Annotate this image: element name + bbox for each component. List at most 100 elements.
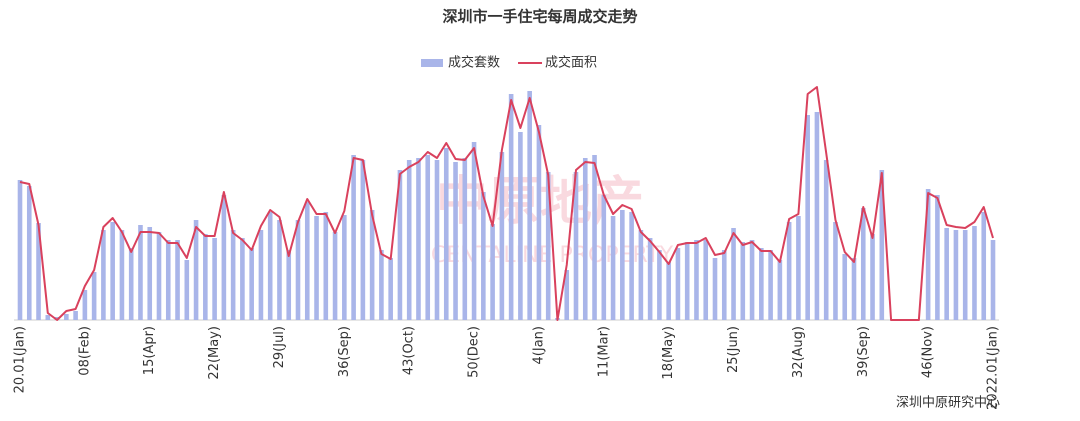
bar	[156, 232, 162, 320]
bar	[629, 212, 634, 320]
bar	[759, 248, 764, 320]
legend-label: 成交套数	[448, 55, 500, 71]
bar	[147, 227, 153, 320]
x-tick-label: 22(May)	[207, 326, 222, 380]
bar	[684, 242, 690, 320]
bar	[314, 216, 319, 320]
bar	[490, 224, 495, 320]
bar	[36, 223, 41, 320]
bar	[786, 222, 792, 320]
line	[19, 86, 994, 321]
x-tick-label: 39(Sep)	[856, 326, 871, 377]
bar	[462, 158, 468, 320]
x-tick-label: 25(Jun)	[726, 326, 741, 373]
bar	[434, 160, 440, 320]
x-tick-label: 43(Oct)	[402, 326, 417, 375]
bar	[453, 162, 458, 320]
bar	[369, 210, 375, 320]
bar	[694, 240, 699, 320]
bar	[647, 238, 653, 320]
bar	[471, 142, 477, 320]
bar	[499, 152, 505, 320]
bar	[564, 270, 570, 320]
bar	[814, 112, 820, 320]
bar	[823, 160, 829, 320]
bar	[860, 208, 866, 320]
x-tick-label: 29(Jul)	[272, 326, 287, 368]
bar	[165, 240, 171, 320]
bar	[805, 115, 810, 320]
bar	[527, 91, 532, 320]
bar	[610, 216, 616, 320]
chart-title: 深圳市一手住宅每周成交走势	[442, 8, 637, 26]
bar	[64, 314, 69, 320]
bar	[518, 132, 523, 320]
bar	[45, 315, 51, 320]
bar	[54, 317, 60, 320]
bar	[286, 250, 292, 320]
bar	[221, 195, 227, 320]
bar	[267, 212, 273, 320]
legend-label: 成交面积	[545, 55, 597, 71]
bar	[592, 155, 597, 320]
source-note: 深圳中原研究中心	[896, 396, 1000, 411]
bar	[870, 234, 875, 320]
bar	[73, 311, 78, 320]
bar	[110, 222, 115, 320]
bar	[240, 238, 245, 320]
bar	[342, 215, 347, 320]
bar	[582, 158, 588, 320]
bar	[406, 160, 412, 320]
bar	[666, 262, 671, 320]
bar	[397, 170, 403, 320]
x-tick-label: 50(Dec)	[467, 326, 482, 378]
bar	[332, 232, 338, 320]
bar	[657, 250, 662, 320]
bar	[675, 248, 681, 320]
bar	[768, 250, 773, 320]
bar	[82, 290, 88, 320]
bar	[249, 248, 254, 320]
bar	[425, 155, 431, 320]
bar	[536, 125, 542, 320]
bar	[304, 202, 310, 320]
x-tick-label: 20.01(Jan)	[13, 326, 28, 393]
bar	[721, 250, 727, 320]
bar	[842, 254, 848, 320]
bar	[851, 258, 857, 320]
bar	[777, 260, 783, 320]
x-tick-label: 15(Apr)	[142, 326, 157, 375]
x-tick-label: 18(May)	[661, 326, 676, 380]
bar	[481, 192, 486, 320]
bar	[138, 225, 143, 320]
bar	[972, 226, 977, 320]
bar	[749, 240, 755, 320]
bar	[416, 158, 421, 320]
bar	[638, 230, 644, 320]
bar	[193, 220, 199, 320]
bar	[620, 210, 625, 320]
x-tick-label: 4(Jan)	[531, 326, 546, 364]
bar	[230, 230, 236, 320]
bar	[953, 230, 959, 320]
bar	[351, 155, 356, 320]
bar	[703, 240, 709, 320]
x-tick-label: 32(Aug)	[791, 326, 806, 378]
bar	[573, 172, 579, 320]
bar	[508, 94, 514, 320]
legend-swatch	[421, 59, 443, 67]
bar	[925, 189, 931, 320]
x-tick-label: 11(Mar)	[596, 326, 611, 377]
bar	[360, 160, 366, 320]
bar	[175, 240, 180, 320]
bar	[740, 242, 746, 320]
bar	[119, 230, 125, 320]
bar	[17, 180, 23, 320]
bar	[601, 195, 607, 320]
bar	[323, 212, 329, 320]
x-tick-label: 2022.01(Jan)	[986, 326, 1001, 410]
bar	[26, 186, 32, 320]
bar	[443, 148, 449, 320]
bar	[91, 272, 97, 320]
